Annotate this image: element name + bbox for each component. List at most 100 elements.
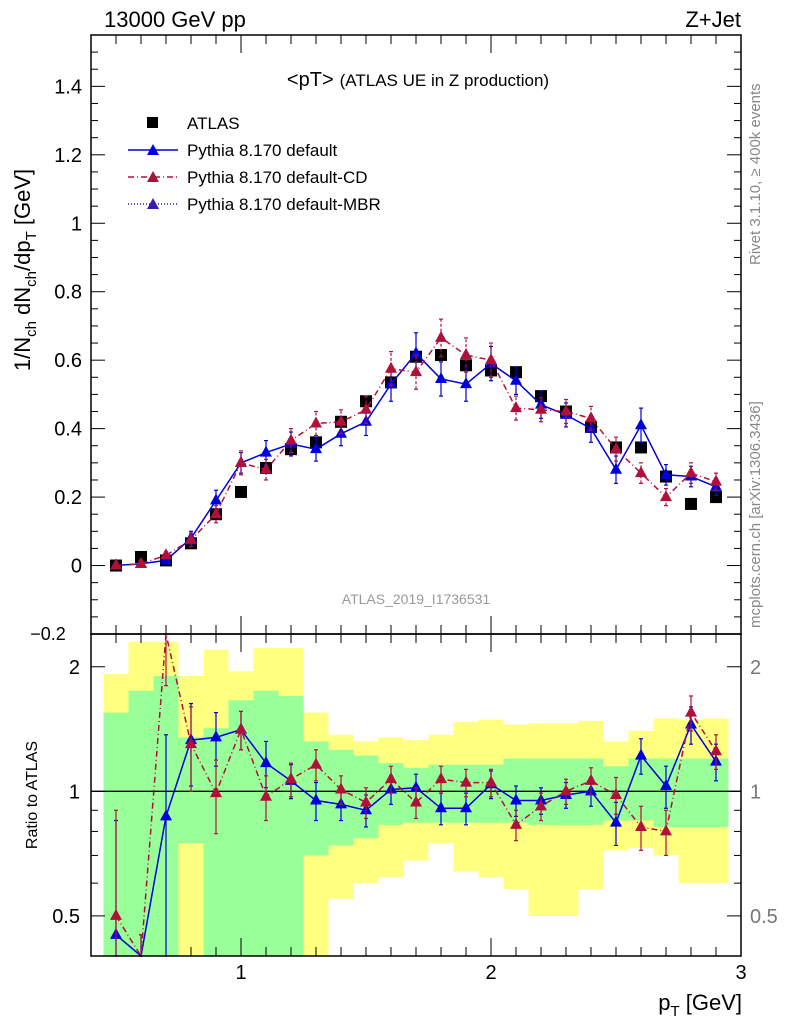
ratio-ytick-label-right: 0.5 bbox=[750, 906, 778, 928]
ratio-pythia-8-170-default-cd-marker bbox=[460, 775, 472, 787]
pythia-8-170-default-cd-marker bbox=[235, 455, 247, 467]
ratio-pythia-8-170-default-cd-marker bbox=[410, 795, 422, 807]
ratio-panel-series bbox=[110, 633, 722, 959]
pythia-8-170-default-cd-marker bbox=[210, 507, 222, 519]
legend-atlas-marker bbox=[147, 117, 158, 128]
pythia-8-170-default-cd-marker bbox=[535, 402, 547, 414]
ratio-pythia-8-170-default-cd-marker bbox=[660, 824, 672, 836]
pythia-8-170-default-marker bbox=[585, 421, 597, 433]
main-ytick-label: 0 bbox=[71, 556, 82, 578]
analysis-id-label: ATLAS_2019_I1736531 bbox=[342, 591, 491, 607]
ratio-pythia-8-170-default-cd-marker bbox=[385, 772, 397, 784]
pythia-8-170-default-marker bbox=[510, 373, 522, 385]
pythia-8-170-default-marker bbox=[660, 467, 672, 479]
ratio-pythia-8-170-default-marker bbox=[410, 780, 422, 792]
pythia-8-170-default-marker bbox=[635, 418, 647, 430]
ratio-stat-band bbox=[128, 690, 154, 956]
ratio-panel: 0.5 0.5 1 1 2 2 1 2 3 Ratio to ATLAS pT [GeV] bbox=[24, 633, 778, 1020]
legend-mbr-marker bbox=[147, 198, 159, 209]
ratio-pythia-8-170-default-marker bbox=[260, 756, 272, 768]
pythia-8-170-default-cd-marker bbox=[685, 466, 697, 478]
pythia-8-170-default-cd-marker bbox=[635, 466, 647, 478]
pythia-8-170-default-cd-marker bbox=[585, 411, 597, 423]
header-process-label: Z+Jet bbox=[685, 7, 741, 32]
main-ytick-label: 0.2 bbox=[54, 487, 82, 509]
pythia-8-170-default-cd-marker bbox=[560, 404, 572, 416]
pythia-8-170-default-cd-marker bbox=[135, 556, 147, 568]
ratio-pythia-8-170-default-cd-marker bbox=[435, 772, 447, 784]
ratio-pythia-8-170-default-marker bbox=[210, 730, 222, 742]
ratio-pythia-8-170-default-marker bbox=[310, 793, 322, 805]
main-ytick-label: 0.8 bbox=[54, 282, 82, 304]
ratio-ytick-label-right: 1 bbox=[750, 781, 761, 803]
ratio-pythia-8-170-default-cd-marker bbox=[485, 775, 497, 787]
pythia-8-170-default-marker bbox=[385, 377, 397, 389]
ratio-pythia-8-170-default-marker bbox=[610, 815, 622, 827]
ratio-pythia-8-170-default-marker bbox=[660, 779, 672, 791]
ratio-pythia-8-170-default-marker bbox=[635, 748, 647, 760]
pythia-8-170-default-marker bbox=[410, 346, 422, 358]
main-ytick-label: 1.2 bbox=[54, 145, 82, 167]
main-ytick-label: 0.4 bbox=[54, 419, 82, 441]
x-axis-label: pT [GeV] bbox=[658, 990, 742, 1020]
legend-atlas-label: ATLAS bbox=[187, 114, 240, 133]
pythia-8-170-default-cd-marker bbox=[460, 348, 472, 360]
ratio-pythia-8-170-default-cd-marker bbox=[235, 722, 247, 734]
pythia-8-170-default-marker bbox=[210, 493, 222, 505]
pythia-8-170-default-cd-marker bbox=[310, 416, 322, 428]
pythia-8-170-default-marker bbox=[310, 442, 322, 454]
ratio-panel-ytick-labels: 0.5 0.5 1 1 2 2 bbox=[52, 657, 778, 928]
ratio-ytick-label-left: 1 bbox=[69, 781, 80, 803]
ratio-pythia-8-170-default-cd-marker bbox=[585, 773, 597, 785]
legend-mbr-label: Pythia 8.170 default-MBR bbox=[187, 195, 381, 214]
ratio-pythia-8-170-default-cd-marker bbox=[285, 772, 297, 784]
main-ytick-label: 1 bbox=[71, 213, 82, 235]
ratio-pythia-8-170-default-cd-marker bbox=[685, 705, 697, 717]
pythia-8-170-default-marker bbox=[610, 462, 622, 474]
ratio-stat-band bbox=[678, 758, 704, 827]
x-tick-labels: 1 2 3 bbox=[235, 962, 746, 984]
pythia-8-170-default-cd-marker bbox=[485, 353, 497, 365]
ratio-pythia-8-170-default-cd-marker bbox=[185, 737, 197, 749]
ratio-pythia-8-170-default-cd-marker bbox=[610, 787, 622, 799]
atlas-data-point bbox=[710, 491, 722, 504]
ratio-pythia-8-170-default-cd-marker bbox=[510, 817, 522, 829]
x-tick-label: 3 bbox=[735, 962, 746, 984]
legend-cd-label: Pythia 8.170 default-CD bbox=[187, 168, 368, 187]
pythia-8-170-default-cd-marker bbox=[185, 532, 197, 544]
main-ytick-label: 0.6 bbox=[54, 350, 82, 372]
pythia-8-170-default-cd-marker bbox=[660, 490, 672, 502]
atlas-data-point bbox=[685, 497, 697, 510]
rivet-version-label: Rivet 3.1.10, ≥ 400k events bbox=[747, 83, 764, 265]
pythia-8-170-default-cd-marker bbox=[160, 548, 172, 560]
ratio-ytick-label-left: 0.5 bbox=[52, 906, 80, 928]
ratio-pythia-8-170-default-marker bbox=[510, 793, 522, 805]
ratio-pythia-8-170-default-cd-marker bbox=[710, 744, 722, 756]
mcplots-reference-label: mcplots.cern.ch [arXiv:1306.3436] bbox=[747, 401, 764, 628]
pythia-8-170-default-cd-marker bbox=[335, 414, 347, 426]
ratio-pythia-8-170-default-cd-marker bbox=[360, 795, 372, 807]
pythia-8-170-default-cd-marker bbox=[510, 401, 522, 413]
pythia-8-170-default-cd-marker bbox=[710, 474, 722, 486]
ratio-ytick-label-right: 2 bbox=[750, 657, 761, 679]
pythia-8-170-default-cd-marker bbox=[260, 462, 272, 474]
pythia-8-170-default-marker bbox=[460, 377, 472, 389]
ratio-pythia-8-170-default-cd-marker bbox=[560, 784, 572, 796]
atlas-data-point bbox=[635, 441, 647, 454]
ratio-stat-band bbox=[253, 690, 279, 956]
legend-cd-marker bbox=[147, 171, 159, 182]
legend: ATLAS Pythia 8.170 default Pythia 8.170 … bbox=[128, 114, 381, 214]
pythia-8-170-default-marker bbox=[360, 414, 372, 426]
main-ytick-label: 1.4 bbox=[54, 76, 82, 98]
ratio-panel-ylabel: Ratio to ATLAS bbox=[24, 741, 41, 849]
main-panel-ytick-labels: 0 0.2 0.4 0.6 0.8 1 1.2 1.4 bbox=[54, 76, 82, 577]
ratio-pythia-8-170-default-marker bbox=[460, 801, 472, 813]
ratio-ytick-label-left: 2 bbox=[69, 657, 80, 679]
ratio-panel-frame bbox=[90, 633, 742, 957]
atlas-data-point bbox=[235, 485, 247, 498]
legend-default-marker bbox=[147, 144, 159, 155]
x-tick-label: 2 bbox=[485, 962, 496, 984]
legend-default-label: Pythia 8.170 default bbox=[187, 141, 338, 160]
main-panel-ticks bbox=[90, 34, 742, 635]
